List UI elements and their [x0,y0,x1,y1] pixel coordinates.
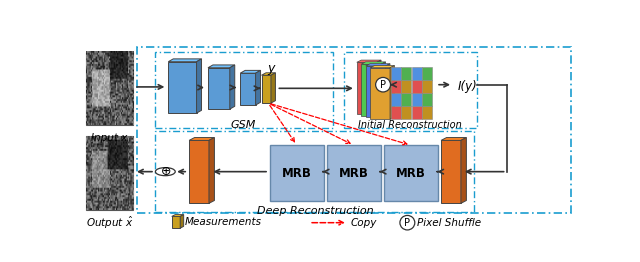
Text: I(y): I(y) [458,80,477,94]
Polygon shape [361,62,385,64]
Polygon shape [370,66,394,68]
Bar [412,106,422,119]
Bar [391,106,401,119]
Text: $\oplus$: $\oplus$ [159,165,171,178]
Bar [156,52,333,128]
Text: Output $\hat{x}$: Output $\hat{x}$ [86,215,133,231]
Polygon shape [390,66,394,119]
Polygon shape [208,65,235,68]
Bar [422,93,432,106]
Bar [412,80,422,93]
Polygon shape [262,73,275,75]
Bar [156,131,474,212]
Polygon shape [230,65,235,109]
Polygon shape [180,215,184,228]
Bar [137,47,571,213]
Text: Copy: Copy [351,218,377,228]
Ellipse shape [400,215,415,230]
Text: MRB: MRB [396,167,426,180]
Polygon shape [172,215,184,216]
Polygon shape [189,138,214,140]
Bar [391,80,401,93]
Polygon shape [365,64,390,66]
Bar [240,73,255,105]
Polygon shape [168,59,202,62]
Text: Deep Reconstruction: Deep Reconstruction [257,206,374,216]
Polygon shape [461,138,467,203]
Bar [262,75,271,103]
Bar [356,62,376,114]
Polygon shape [271,73,275,103]
Bar [422,67,432,80]
Polygon shape [209,138,214,203]
Bar [189,140,209,203]
Bar [384,145,438,201]
Bar [401,67,412,80]
Text: Initial Reconstruction: Initial Reconstruction [358,120,462,130]
Polygon shape [356,60,381,62]
Text: MRB: MRB [282,167,312,180]
Bar [168,62,196,113]
Polygon shape [255,70,260,105]
Bar [391,67,401,80]
Bar [412,93,422,106]
Bar [401,93,412,106]
Polygon shape [376,60,381,114]
Bar [401,80,412,93]
Bar [208,68,230,109]
Bar [172,216,180,228]
Polygon shape [385,64,390,117]
Polygon shape [381,62,385,116]
Text: P: P [380,80,386,90]
Bar [86,136,133,210]
Bar [344,52,477,128]
Circle shape [156,168,175,176]
Polygon shape [441,138,467,140]
Bar [422,80,432,93]
Text: Input x: Input x [92,133,128,143]
Ellipse shape [376,78,390,92]
Bar [412,67,422,80]
Bar [361,64,381,116]
Bar [391,93,401,106]
Bar [401,106,412,119]
Polygon shape [196,59,202,113]
Text: MRB: MRB [339,167,369,180]
Bar [441,140,461,203]
Bar [422,106,432,119]
Bar [365,66,385,117]
Bar [327,145,381,201]
Text: P: P [404,218,410,228]
Bar [86,52,133,125]
Bar [370,68,390,119]
Text: Pixel Shuffle: Pixel Shuffle [417,218,481,228]
Polygon shape [240,70,260,73]
Text: y: y [268,62,275,75]
Text: Measurements: Measurements [185,217,262,227]
Bar [270,145,324,201]
Text: GSM: GSM [231,120,257,130]
